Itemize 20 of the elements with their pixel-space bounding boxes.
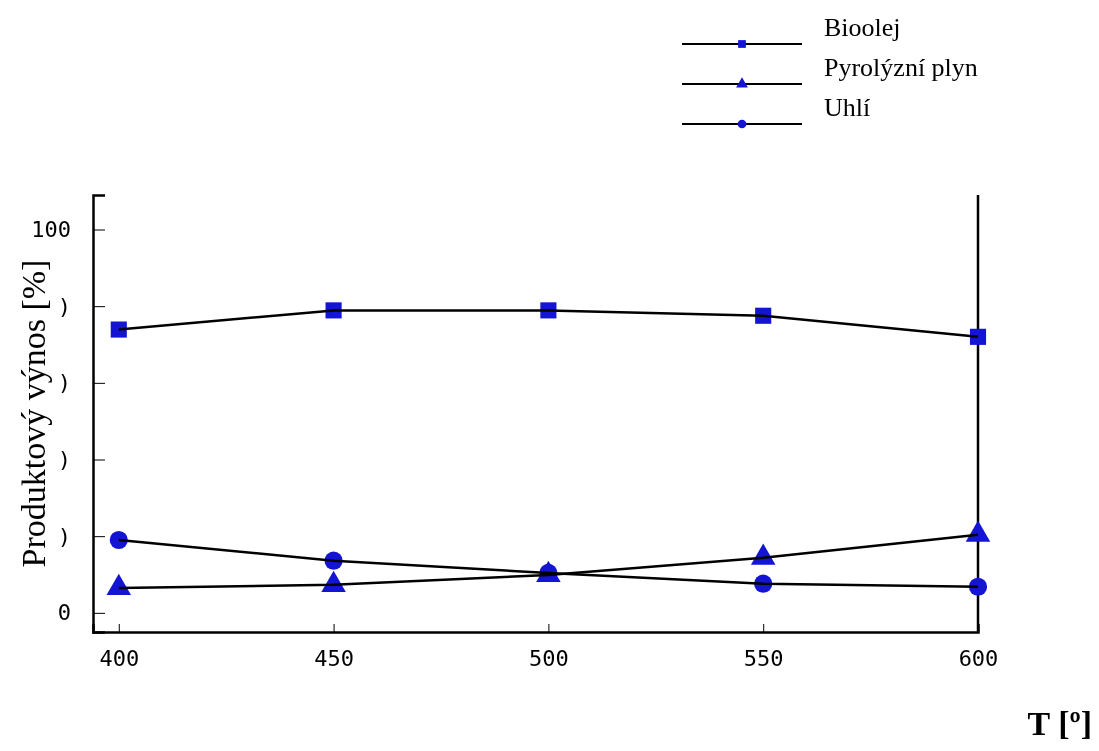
y-tick-label: ) <box>57 370 71 396</box>
x-tick-label: 500 <box>529 645 569 671</box>
x-tick-label: 550 <box>743 645 784 671</box>
point <box>106 573 132 595</box>
point <box>965 520 991 542</box>
point <box>969 328 987 345</box>
y-tick-label: ) <box>57 523 71 549</box>
point <box>110 321 127 338</box>
x-tick-label: 600 <box>958 645 999 671</box>
y-axis-title: Produktový výnos [%] <box>15 259 52 568</box>
legend-label: Pyrolýzní plyn <box>824 53 978 82</box>
y-tick-label: 0 <box>57 600 71 626</box>
y-tick-label: ) <box>57 293 71 319</box>
legend-label: Uhlí <box>824 93 871 122</box>
legend-label: Bioolej <box>824 13 901 42</box>
x-tick-label: 400 <box>99 645 140 671</box>
x-tick-label: 450 <box>314 645 354 671</box>
x-axis-title: T [º] <box>1027 705 1092 742</box>
y-tick-label: 100 <box>31 217 71 243</box>
y-tick-label: ) <box>57 447 71 473</box>
